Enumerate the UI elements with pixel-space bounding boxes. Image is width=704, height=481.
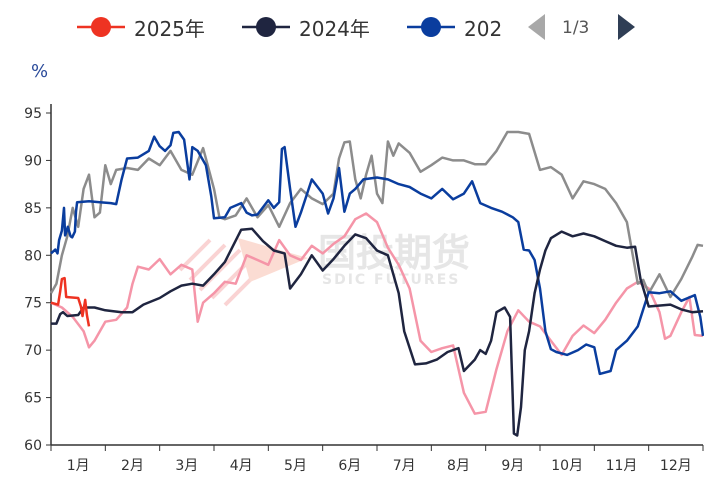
x-tick-label: 10月 [551, 458, 583, 474]
pager-label: 1/3 [562, 18, 589, 38]
y-tick-label: 90 [24, 153, 42, 169]
x-tick-label: 8月 [447, 458, 470, 474]
x-tick-label: 6月 [338, 458, 361, 474]
legend-item-2025[interactable]: 2025年 [77, 17, 205, 41]
legend-marker-202 [421, 17, 441, 37]
legend-marker-2025 [91, 17, 111, 37]
pager-prev-icon[interactable] [528, 14, 545, 40]
series-line-202 [50, 130, 704, 376]
legend-label-2025: 2025年 [134, 17, 205, 41]
y-tick-label: 85 [24, 201, 42, 217]
x-tick-label: 12月 [660, 458, 692, 474]
x-tick-label: 7月 [393, 458, 416, 474]
x-tick-label: 1月 [67, 458, 90, 474]
x-tick-label: 9月 [501, 458, 524, 474]
x-tick-label: 11月 [606, 458, 638, 474]
series-line-series-5 [50, 212, 704, 415]
x-tick-label: 4月 [230, 458, 253, 474]
y-axis-ticks: 60 65 70 75 80 85 90 95 [24, 106, 51, 454]
x-tick-label: 2月 [121, 458, 144, 474]
y-tick-label: 80 [24, 248, 42, 264]
series-line-2024年 [51, 227, 704, 437]
y-tick-label: 75 [24, 296, 42, 312]
x-tick-label: 3月 [175, 458, 198, 474]
watermark-en: SDIC FUTURES [322, 272, 460, 288]
y-tick-label: 65 [24, 391, 42, 407]
x-tick-label: 5月 [284, 458, 307, 474]
y-tick-label: 60 [24, 438, 42, 454]
series-layer [49, 130, 704, 437]
y-tick-label: 95 [24, 106, 42, 122]
y-axis-unit-label: % [31, 61, 48, 82]
legend-item-202[interactable]: 202 [407, 17, 502, 41]
pager-next-icon[interactable] [618, 14, 635, 40]
series-line-2025年 [50, 276, 91, 327]
legend[interactable]: 2025年 2024年 202 1/3 [77, 14, 635, 41]
legend-label-2024: 2024年 [299, 17, 370, 41]
legend-item-2024[interactable]: 2024年 [242, 17, 370, 41]
y-tick-label: 70 [24, 343, 42, 359]
legend-label-202: 202 [464, 17, 502, 41]
series-line-series-4 [49, 130, 704, 299]
x-axis-ticks: 1月 2月 3月 4月 5月 6月 7月 8月 9月 10月 11月 12月 [50, 445, 704, 474]
watermark-logo-icon [178, 238, 308, 307]
legend-marker-2024 [256, 17, 276, 37]
